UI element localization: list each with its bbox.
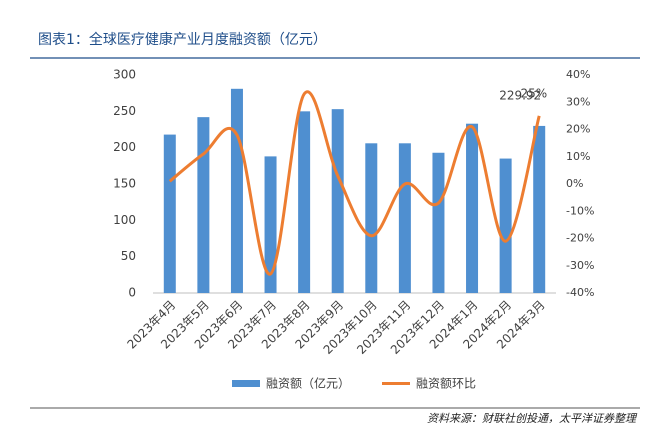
legend-label: 融资额环比 — [416, 377, 476, 391]
y2-tick-label: -20% — [566, 232, 594, 245]
legend-swatch — [232, 380, 260, 387]
bar — [398, 143, 411, 293]
y2-tick-label: 40% — [566, 68, 590, 81]
data-label: 25% — [521, 86, 548, 100]
bar — [432, 152, 445, 293]
bar — [466, 123, 479, 293]
y2-tick-label: -40% — [566, 286, 594, 299]
y2-tick-label: 30% — [566, 95, 590, 108]
y-tick-label: 100 — [113, 213, 136, 227]
bar — [163, 134, 176, 293]
chart-title: 图表1：全球医疗健康产业月度融资额（亿元） — [38, 31, 327, 48]
data-label: 229.92 — [499, 88, 541, 102]
y-tick-label: 200 — [113, 140, 136, 154]
bar — [331, 109, 344, 293]
bar — [298, 111, 311, 293]
source: 资料来源：财联社创投通，太平洋证券整理 — [427, 412, 638, 425]
y-tick-label: 0 — [128, 286, 136, 300]
bar — [499, 158, 512, 293]
bar — [264, 156, 277, 293]
y2-tick-label: 0% — [566, 177, 583, 190]
y2-tick-label: -30% — [566, 259, 594, 272]
bar — [230, 88, 243, 293]
y2-tick-label: 10% — [566, 150, 590, 163]
legend-label: 融资额（亿元） — [266, 376, 350, 391]
bar — [197, 117, 210, 293]
y-tick-label: 250 — [113, 104, 136, 118]
y-tick-label: 300 — [113, 68, 136, 82]
y-tick-label: 50 — [121, 249, 136, 263]
y-tick-label: 150 — [113, 177, 136, 191]
bar — [365, 143, 378, 293]
line — [168, 90, 541, 276]
bar — [533, 125, 546, 293]
y2-tick-label: -10% — [566, 204, 594, 217]
y2-tick-label: 20% — [566, 123, 590, 136]
